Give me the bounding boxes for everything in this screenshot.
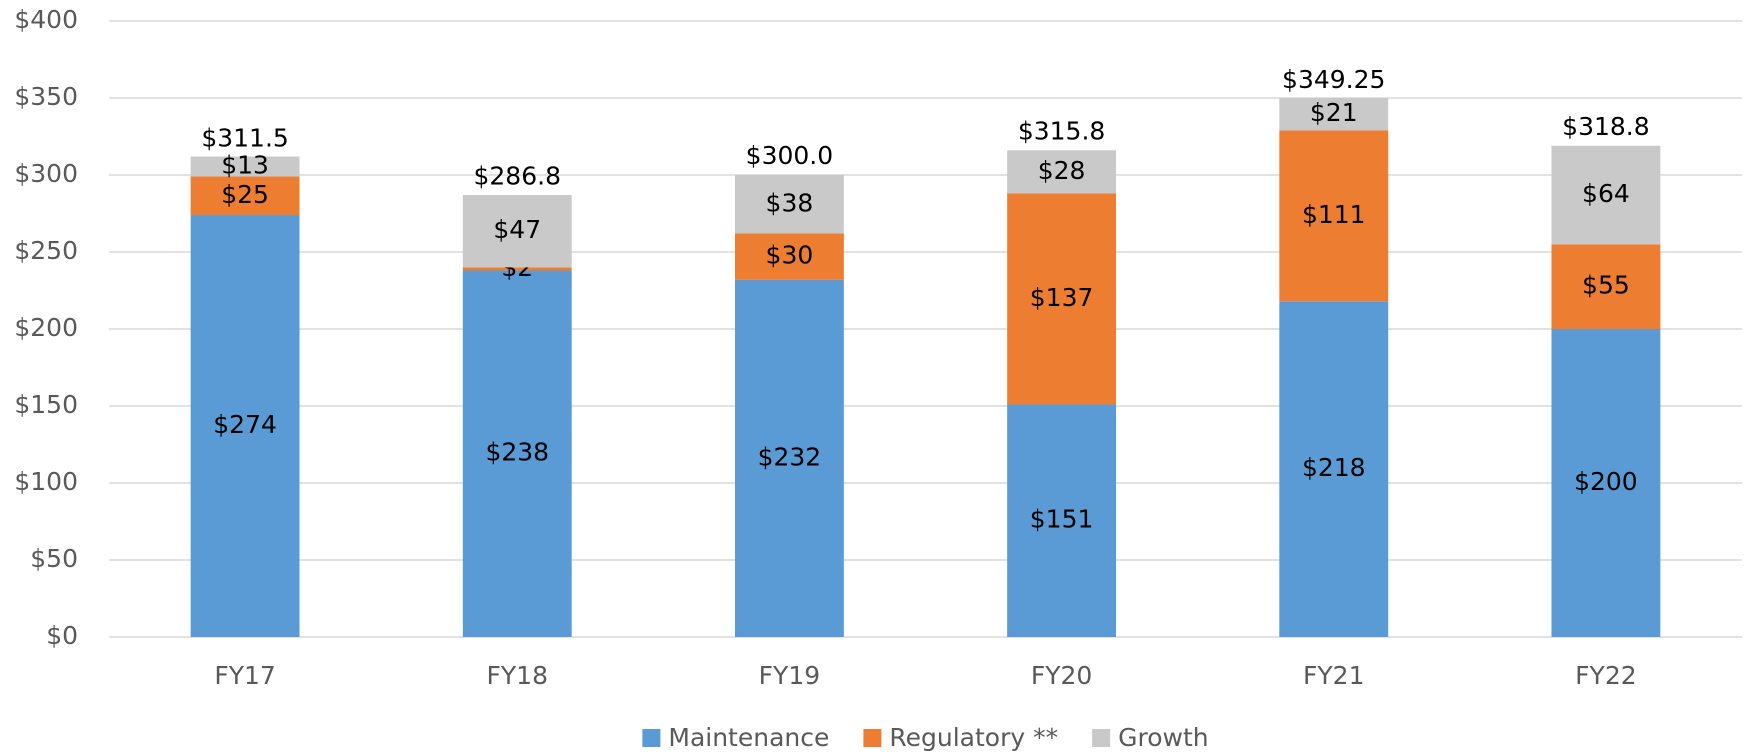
data-label: $200	[1574, 467, 1638, 496]
total-label: $300.0	[746, 141, 833, 170]
bar-segment	[1551, 145, 1661, 245]
data-label: $151	[1030, 505, 1094, 534]
bar-segment	[190, 176, 300, 216]
bar-segment	[734, 175, 844, 234]
legend-swatch	[1092, 729, 1111, 747]
y-tick-label: $350	[14, 82, 78, 111]
y-tick-label: $250	[14, 236, 78, 265]
data-label: $28	[1038, 156, 1086, 185]
data-label: $218	[1302, 453, 1366, 482]
data-label: $13	[221, 151, 269, 180]
bar-segment	[734, 279, 844, 637]
data-label: $137	[1030, 283, 1094, 312]
x-tick-label: FY17	[214, 661, 275, 690]
y-tick-label: $0	[46, 621, 78, 650]
bar-segment	[1551, 329, 1661, 637]
y-tick-label: $300	[14, 159, 78, 188]
x-tick-label: FY19	[759, 661, 820, 690]
total-label: $349.25	[1282, 65, 1385, 94]
legend-swatch	[863, 729, 882, 747]
x-tick-label: FY18	[487, 661, 548, 690]
y-tick-label: $200	[14, 313, 78, 342]
y-tick-label: $50	[30, 544, 78, 573]
data-label: $30	[766, 241, 814, 270]
x-tick-label: FY20	[1031, 661, 1092, 690]
total-label: $311.5	[201, 123, 288, 152]
data-label: $38	[766, 188, 814, 217]
bar-segment	[1279, 301, 1389, 637]
bar-segment	[1279, 98, 1389, 131]
bar-segment	[462, 270, 572, 637]
data-label: $47	[493, 215, 541, 244]
data-label: $64	[1582, 179, 1630, 208]
legend-swatch	[642, 729, 661, 747]
data-label: $274	[213, 410, 277, 439]
y-tick-label: $100	[14, 467, 78, 496]
legend-label: Regulatory **	[889, 723, 1058, 752]
bar-segment	[1007, 404, 1117, 637]
bar-segment	[462, 195, 572, 268]
bar-segment	[462, 267, 572, 271]
y-tick-label: $150	[14, 390, 78, 419]
bar-segment	[1007, 193, 1117, 405]
data-label: $238	[485, 438, 549, 467]
bar-segment	[1279, 130, 1389, 302]
bar-segment	[734, 233, 844, 280]
total-label: $315.8	[1018, 117, 1105, 146]
x-tick-label: FY21	[1303, 661, 1364, 690]
data-label: $111	[1302, 200, 1366, 229]
bar-segment	[190, 156, 300, 177]
bar-segment	[1007, 150, 1117, 194]
data-label: $55	[1582, 271, 1630, 300]
data-label: $21	[1310, 98, 1358, 127]
bar-segment	[1551, 244, 1661, 329]
x-tick-label: FY22	[1575, 661, 1636, 690]
total-label: $318.8	[1562, 112, 1649, 141]
legend-label: Maintenance	[668, 723, 829, 752]
total-label: $286.8	[474, 161, 561, 190]
bar-segment	[190, 215, 300, 638]
data-label: $232	[758, 442, 822, 471]
legend-label: Growth	[1118, 723, 1209, 752]
data-label: $25	[221, 180, 269, 209]
y-tick-label: $400	[14, 5, 78, 34]
